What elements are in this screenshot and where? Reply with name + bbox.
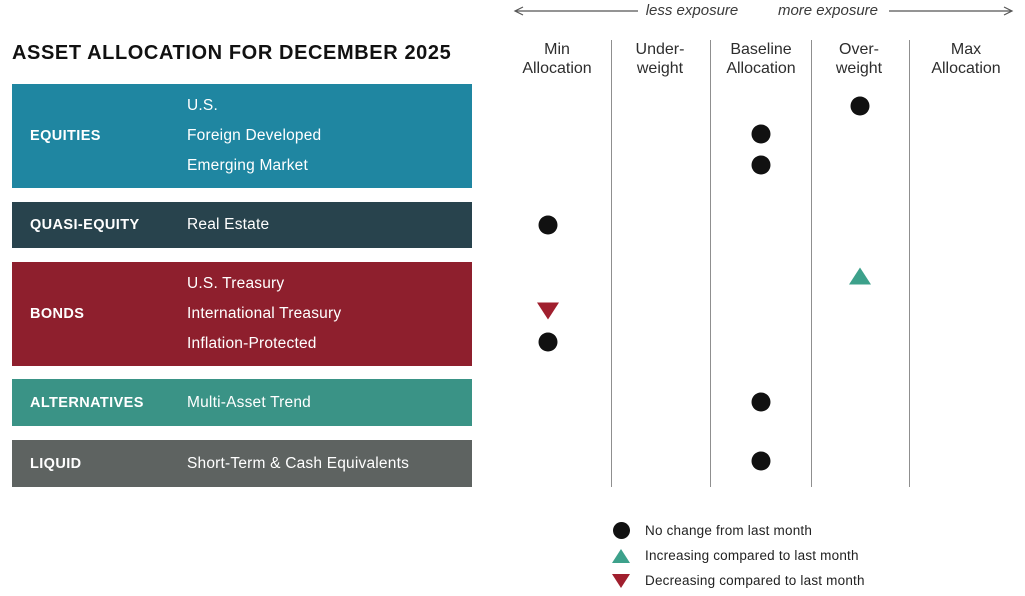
no-change-dot-marker [850,96,870,116]
legend-triangle-down-icon [611,573,631,588]
legend-row: No change from last month [611,518,865,543]
legend: No change from last month Increasing comp… [611,518,865,593]
legend-row: Decreasing compared to last month [611,568,865,593]
asset-label: U.S. [187,97,218,114]
asset-list: Multi-Asset Trend [187,388,311,418]
asset-label: International Treasury [187,305,342,322]
no-change-dot-marker [751,392,771,412]
column-separator [811,40,812,487]
asset-list: U.S. Treasury International Treasury Infla… [187,269,341,359]
legend-label: Increasing compared to last month [645,548,859,563]
column-header: Max Allocation [931,41,1001,77]
page-title: ASSET ALLOCATION FOR DECEMBER 2025 [12,42,452,65]
category-name-label: EQUITIES [30,128,101,144]
category-name-label: ALTERNATIVES [30,394,144,411]
asset-list: Real Estate [187,210,269,240]
category-bar-liquid: LIQUID Short-Term & Cash Equivalents [12,440,472,487]
asset-label: Short-Term & Cash Equivalents [187,454,410,472]
asset-label: Emerging Market [187,157,309,174]
no-change-dot-marker [751,451,771,471]
asset-label: Multi-Asset Trend [187,393,311,411]
category-name-label: QUASI-EQUITY [30,217,140,233]
column-separator [611,40,612,487]
more-exposure-label: more exposure [777,2,879,19]
asset-label: Real Estate [187,216,270,233]
asset-list: Short-Term & Cash Equivalents [187,449,409,479]
asset-label: U.S. Treasury [187,275,285,292]
no-change-dot-marker [751,155,771,175]
legend-triangle-up-icon [611,548,631,563]
legend-label: Decreasing compared to last month [645,573,865,588]
column-separator [710,40,711,487]
no-change-dot-marker [751,124,771,144]
legend-dot-icon [611,522,631,539]
legend-label: No change from last month [645,523,813,538]
category-bar-equities: EQUITIES U.S. Foreign Developed Emerging Ma… [12,84,472,188]
category-name-label: BONDS [30,306,85,322]
category-bar-quasi-equity: QUASI-EQUITY Real Estate [12,202,472,248]
legend-row: Increasing compared to last month [611,543,865,568]
category-name-label: LIQUID [30,455,82,472]
less-exposure-label: less exposure [645,2,739,19]
category-bar-bonds: BONDS U.S. Treasury International Treasury… [12,262,472,366]
increase-triangle-marker [849,267,871,285]
asset-label: Foreign Developed [187,127,322,144]
no-change-dot-marker [538,215,558,235]
asset-label: Inflation-Protected [187,335,317,352]
no-change-dot-marker [538,332,558,352]
arrow-right-icon [889,6,1014,16]
column-header: Baseline Allocation [726,41,796,77]
column-separator [909,40,910,487]
category-bar-alternatives: ALTERNATIVES Multi-Asset Trend [12,379,472,426]
asset-list: U.S. Foreign Developed Emerging Market [187,91,321,181]
column-header: Over- weight [835,41,883,77]
arrow-left-icon [513,6,638,16]
decrease-triangle-marker [537,302,559,320]
column-header: Min Allocation [522,41,592,77]
column-header: Under- weight [635,41,685,77]
